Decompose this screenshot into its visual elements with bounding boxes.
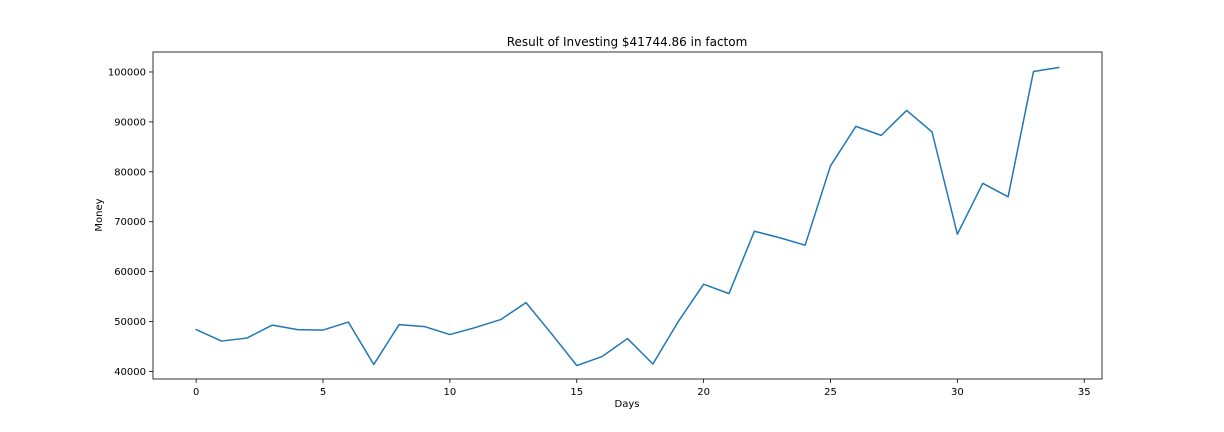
x-tick-label: 35 — [1078, 387, 1091, 398]
x-tick-label: 5 — [320, 387, 326, 398]
x-axis-label: Days — [615, 399, 640, 410]
x-tick-label: 15 — [570, 387, 583, 398]
y-tick-label: 50000 — [114, 317, 146, 328]
y-tick-label: 80000 — [114, 167, 146, 178]
x-tick-label: 10 — [444, 387, 457, 398]
y-tick-label: 40000 — [114, 367, 146, 378]
y-tick-label: 90000 — [114, 117, 146, 128]
plot-frame — [152, 51, 1103, 380]
y-tick-label: 70000 — [114, 217, 146, 228]
x-tick-label: 20 — [697, 387, 710, 398]
plot-area: 0 5 10 15 20 25 30 35 40000 50000 60000 70000 80000… — [108, 51, 1103, 398]
chart-title: Result of Investing $41744.86 in factom — [507, 35, 748, 49]
y-tick-label: 100000 — [108, 67, 146, 78]
x-tick-label: 25 — [824, 387, 837, 398]
x-tick-label: 0 — [193, 387, 199, 398]
x-axis: 0 5 10 15 20 25 30 35 — [193, 379, 1091, 398]
y-tick-label: 60000 — [114, 267, 146, 278]
y-axis: 40000 50000 60000 70000 80000 90000 100000 — [108, 67, 153, 378]
x-tick-label: 30 — [951, 387, 964, 398]
y-axis-label: Money — [94, 198, 105, 231]
series-line — [195, 66, 1060, 367]
